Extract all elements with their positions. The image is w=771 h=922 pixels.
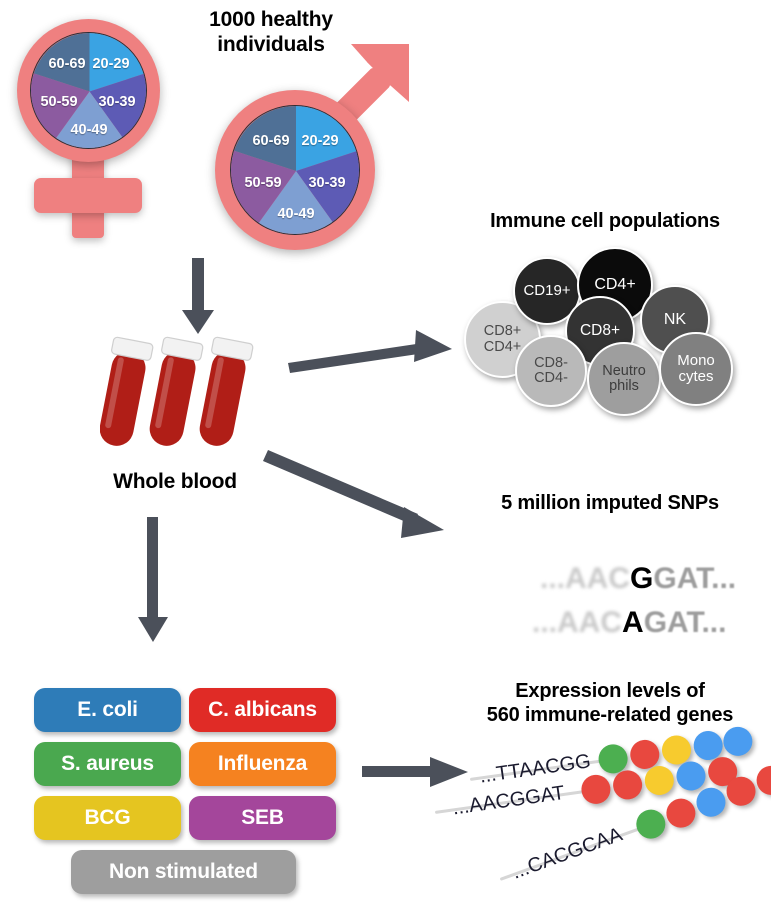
snp-allele-1: ...AACGGAT... xyxy=(490,528,736,630)
stimulant-e-coli[interactable]: E. coli xyxy=(34,688,181,732)
stimulant-non-stimulated[interactable]: Non stimulated xyxy=(71,850,296,894)
arrow-cohort-to-blood xyxy=(182,258,214,334)
immune-bubble-neutrophils-line1: Neutro xyxy=(602,362,646,379)
female-age-pie: 20-29 30-39 40-49 50-59 60-69 xyxy=(30,32,147,149)
male-slice-label-20-29: 20-29 xyxy=(301,133,339,149)
expression-strand-2-dot-3 xyxy=(642,764,676,797)
immune-bubble-monocytes-line2: cytes xyxy=(678,368,714,385)
expression-strand-2-dot-2 xyxy=(611,768,644,802)
immune-bubble-nk-label: NK xyxy=(663,310,687,328)
immune-bubble-cd19p-label: CD19+ xyxy=(523,282,571,300)
female-slice-label-20-29: 20-29 xyxy=(92,56,130,72)
stimulant-s-aureus[interactable]: S. aureus xyxy=(34,742,181,786)
blood-tubes-svg xyxy=(99,336,254,446)
snp-allele-2-suffix: GAT... xyxy=(643,606,727,639)
snp-allele-1-variant: G xyxy=(630,562,654,595)
immune-bubble-cd8p-cd4p-line2: CD4+ xyxy=(483,338,522,355)
expression-strands: ...TTAACGG ...AACGGAT ...CACGCAA xyxy=(434,724,771,915)
female-pie-svg xyxy=(31,33,146,148)
immune-bubble-cd8p-cd4p-line1: CD8+ xyxy=(483,323,522,340)
blood-tubes-group xyxy=(99,335,280,460)
expression-strand-3-dot-4 xyxy=(722,772,760,810)
female-symbol: 20-29 30-39 40-49 50-59 60-69 xyxy=(10,12,210,242)
male-pie-svg xyxy=(231,106,359,234)
expression-strand-3-sequence: ...CACGCAA xyxy=(509,823,626,884)
female-stem-horizontal xyxy=(34,178,142,213)
expression-strand-2-dot-1 xyxy=(579,773,613,806)
immune-bubble-cd4p-label: CD4+ xyxy=(594,275,636,293)
stimulant-bcg[interactable]: BCG xyxy=(34,796,181,840)
female-slice-label-50-59: 50-59 xyxy=(40,94,78,110)
immune-bubble-chart: CD8+ CD4+ CD19+ CD4+ NK CD8+ CD8- CD4- xyxy=(455,240,755,416)
male-age-pie: 20-29 30-39 40-49 50-59 60-69 xyxy=(230,105,360,235)
snp-allele-2-prefix: ...AAC xyxy=(532,606,623,639)
snp-allele-2: ...AACAGAT... xyxy=(482,572,726,674)
immune-bubble-monocytes-line1: Mono xyxy=(677,352,715,370)
immune-bubble-cd8p-label: CD8+ xyxy=(579,321,621,339)
immune-bubble-cd8n-cd4n[interactable]: CD8- CD4- xyxy=(515,335,587,407)
arrow-blood-to-immune xyxy=(288,330,452,373)
snp-allele-2-variant: A xyxy=(622,606,644,639)
stimulant-influenza[interactable]: Influenza xyxy=(189,742,336,786)
immune-bubble-neutrophils[interactable]: Neutro phils xyxy=(587,342,661,416)
female-slice-label-60-69: 60-69 xyxy=(48,56,86,72)
immune-bubble-cd8n-cd4n-line2: CD4- xyxy=(534,370,568,386)
stimulants-panel: E. coli C. albicans S. aureus Influenza … xyxy=(30,688,350,894)
expression-heading-line1: Expression levels of xyxy=(515,680,705,702)
stimulant-c-albicans[interactable]: C. albicans xyxy=(189,688,336,732)
female-slice-label-40-49: 40-49 xyxy=(70,122,108,138)
immune-bubble-monocytes[interactable]: Mono cytes xyxy=(659,332,733,406)
arrow-stimulants-to-expression xyxy=(362,757,468,787)
snp-sequences: ...AACGGAT... ...AACAGAT... xyxy=(470,528,750,639)
arrow-blood-to-snp xyxy=(263,450,444,538)
male-slice-label-30-39: 30-39 xyxy=(308,175,346,191)
snp-allele-1-suffix: GAT... xyxy=(653,562,737,595)
expression-heading-line2: 560 immune-related genes xyxy=(486,703,734,726)
whole-blood-label: Whole blood xyxy=(113,470,237,493)
expression-strand-2-sequence: ...AACGGAT xyxy=(451,781,567,820)
immune-bubble-neutrophils-line2: phils xyxy=(609,378,639,394)
expression-strand-3-dot-3 xyxy=(692,783,730,821)
stimulant-seb[interactable]: SEB xyxy=(189,796,336,840)
expression-strand-3-dot-1 xyxy=(632,805,670,843)
expression-heading: Expression levels of 560 immune-related … xyxy=(455,680,765,727)
immune-bubble-cd8n-cd4n-line1: CD8- xyxy=(534,354,568,371)
cohort-heading-line2: individuals xyxy=(217,32,325,56)
snp-allele-1-prefix: ...AAC xyxy=(540,562,631,595)
expression-strand-3-dot-2 xyxy=(662,794,700,832)
snp-heading: 5 million imputed SNPs xyxy=(501,492,719,514)
male-slice-label-40-49: 40-49 xyxy=(277,206,315,222)
female-slice-label-30-39: 30-39 xyxy=(98,94,136,110)
cohort-heading: 1000 healthy individuals xyxy=(176,8,366,58)
arrow-blood-to-stimulants xyxy=(138,517,168,642)
male-slice-label-50-59: 50-59 xyxy=(244,175,282,191)
male-slice-label-60-69: 60-69 xyxy=(252,133,290,149)
immune-heading: Immune cell populations xyxy=(490,210,720,232)
male-symbol: 20-29 30-39 40-49 50-59 60-69 xyxy=(205,38,420,253)
cohort-heading-line1: 1000 healthy xyxy=(209,8,333,31)
